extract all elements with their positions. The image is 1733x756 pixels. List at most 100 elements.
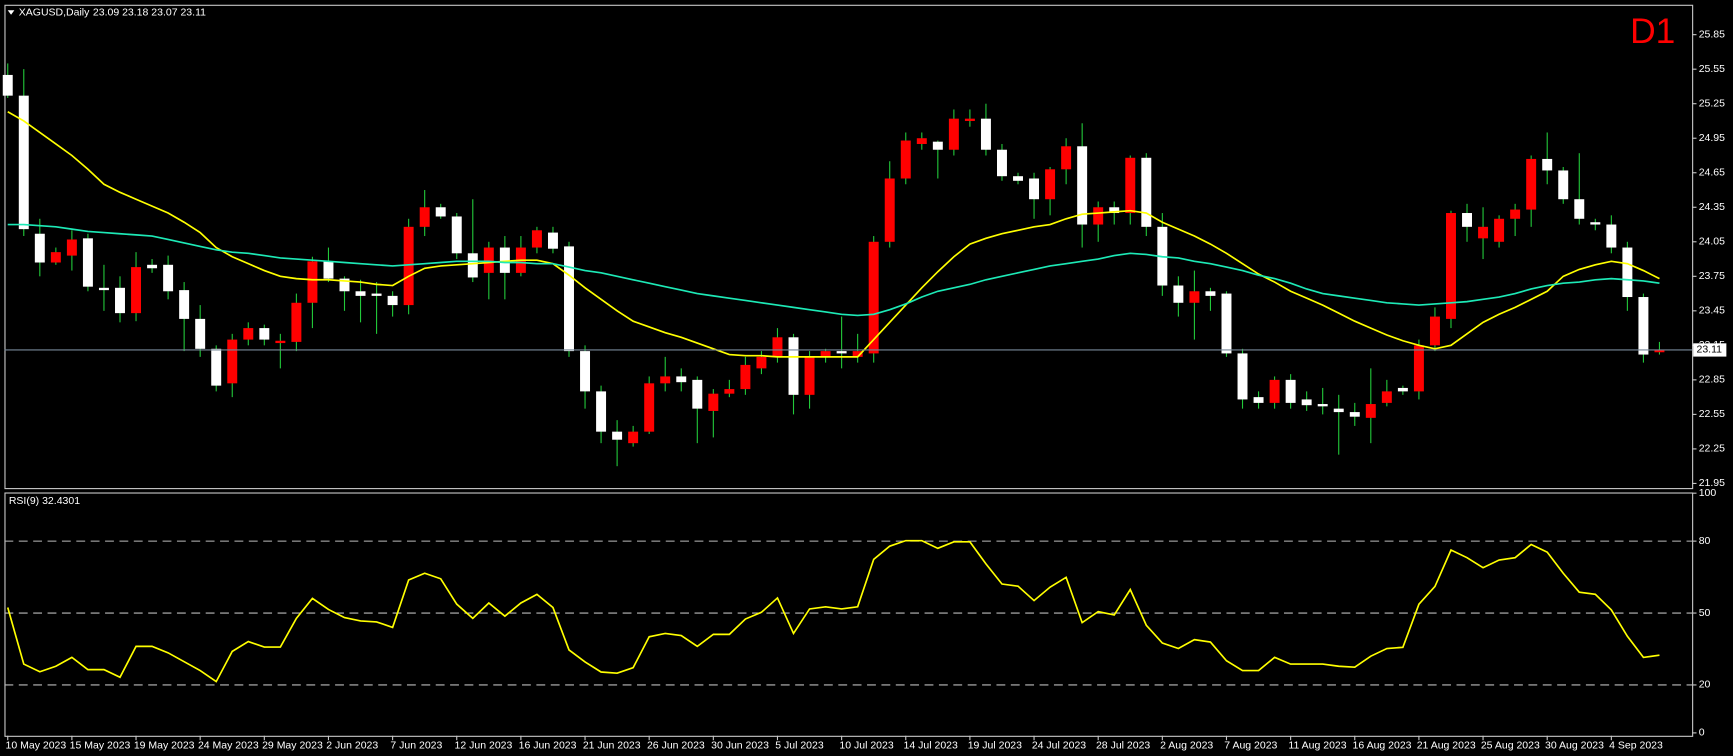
candle-body: [355, 291, 366, 296]
x-tick-label: 28 Jul 2023: [1096, 740, 1150, 752]
price-panel: [4, 4, 1694, 490]
x-tick-label: 15 May 2023: [70, 740, 131, 752]
candle-body: [1109, 207, 1120, 214]
candle-body: [18, 95, 29, 230]
x-tick-label: 16 Jun 2023: [519, 740, 577, 752]
x-tick-label: 16 Aug 2023: [1353, 740, 1412, 752]
x-tick-label: 24 May 2023: [198, 740, 259, 752]
candle-body: [387, 295, 398, 306]
y-tick-label: 50: [1699, 607, 1711, 619]
candle-body: [916, 138, 927, 144]
candle-body: [467, 253, 478, 278]
candle-body: [34, 233, 45, 263]
y-tick-label: 80: [1699, 535, 1711, 547]
x-tick-label: 2 Jun 2023: [326, 740, 378, 752]
candle-body: [291, 302, 302, 342]
y-tick-label: 24.65: [1699, 167, 1725, 179]
candle-body: [323, 261, 334, 279]
x-tick-label: 25 Aug 2023: [1481, 740, 1540, 752]
candle-body: [1141, 157, 1152, 227]
y-tick-label: 22.55: [1699, 408, 1725, 420]
y-tick-label: 20: [1699, 679, 1711, 691]
candle-body: [1301, 399, 1312, 406]
x-tick-label: 7 Jun 2023: [390, 740, 442, 752]
candle-body: [66, 239, 77, 256]
menu-arrow[interactable]: [7, 10, 15, 15]
x-tick-label: 11 Aug 2023: [1288, 740, 1346, 752]
candle-body: [1045, 169, 1056, 200]
candle-body: [964, 118, 975, 121]
candle-body: [195, 318, 206, 349]
candle-body: [499, 247, 510, 273]
candle-body: [1542, 158, 1553, 171]
candle-body: [1590, 222, 1601, 225]
candle-body: [580, 351, 591, 392]
candle-body: [211, 348, 222, 386]
candle-body: [692, 379, 703, 409]
candle-body: [339, 278, 350, 292]
candle-body: [419, 207, 430, 227]
x-tick-label: 4 Sep 2023: [1609, 740, 1663, 752]
candle-body: [932, 141, 943, 150]
candle-body: [547, 232, 558, 249]
candle-body: [852, 351, 863, 357]
candle-body: [1317, 404, 1328, 407]
candle-body: [1622, 247, 1633, 298]
current-price-label: 23.11: [1697, 344, 1723, 356]
candle-body: [1494, 218, 1505, 242]
candle-body: [1013, 176, 1023, 181]
y-tick-label: 25.25: [1699, 97, 1725, 109]
x-tick-label: 21 Jun 2023: [583, 740, 641, 752]
candle-body: [1526, 158, 1537, 210]
x-tick-label: 24 Jul 2023: [1032, 740, 1086, 752]
candle-body: [1285, 379, 1296, 403]
candle-body: [628, 431, 639, 444]
candle-body: [868, 241, 879, 354]
candle-body: [403, 226, 414, 306]
candle-body: [307, 261, 318, 303]
y-tick-label: 22.25: [1699, 443, 1725, 455]
x-tick-label: 12 Jun 2023: [455, 740, 513, 752]
candle-body: [948, 118, 959, 150]
y-tick-label: 0: [1699, 727, 1705, 739]
candle-body: [1349, 412, 1360, 417]
candle-body: [1654, 349, 1665, 353]
rsi-line: [6, 539, 1660, 683]
timeframe-label: D1: [1630, 12, 1675, 51]
x-tick-label: 7 Aug 2023: [1224, 740, 1277, 752]
x-tick-label: 5 Jul 2023: [775, 740, 824, 752]
x-tick-label: 30 Aug 2023: [1545, 740, 1604, 752]
y-tick-label: 23.75: [1699, 270, 1725, 282]
candle-body: [1173, 285, 1184, 303]
candle-body: [820, 351, 831, 357]
candle-body: [371, 293, 382, 296]
candle-body: [1333, 408, 1344, 413]
y-tick-label: 24.95: [1699, 132, 1725, 144]
candle-body: [1365, 404, 1376, 418]
candle-body: [82, 238, 93, 287]
x-tick-label: 14 Jul 2023: [904, 740, 958, 752]
candle-body: [179, 290, 190, 319]
candle-body: [1269, 379, 1280, 403]
candle-body: [1029, 178, 1040, 200]
symbol-title: XAGUSD,Daily: [19, 6, 90, 18]
candle-body: [1478, 226, 1489, 239]
x-tick-label: 29 May 2023: [262, 740, 323, 752]
candle-body: [596, 391, 607, 432]
current-price-box: [1693, 343, 1727, 357]
candle-body: [1237, 353, 1248, 400]
candle-body: [724, 389, 735, 394]
candle-body: [660, 376, 671, 384]
candle-body: [147, 264, 158, 269]
candle-body: [1061, 146, 1072, 170]
candle-body: [1606, 224, 1617, 248]
candle-body: [676, 376, 687, 383]
candle-body: [131, 267, 142, 314]
candle-body: [980, 118, 991, 150]
moving-average-line: [7, 111, 1660, 358]
candle-body: [435, 207, 446, 217]
candle-body: [836, 351, 847, 354]
candle-body: [531, 230, 542, 248]
